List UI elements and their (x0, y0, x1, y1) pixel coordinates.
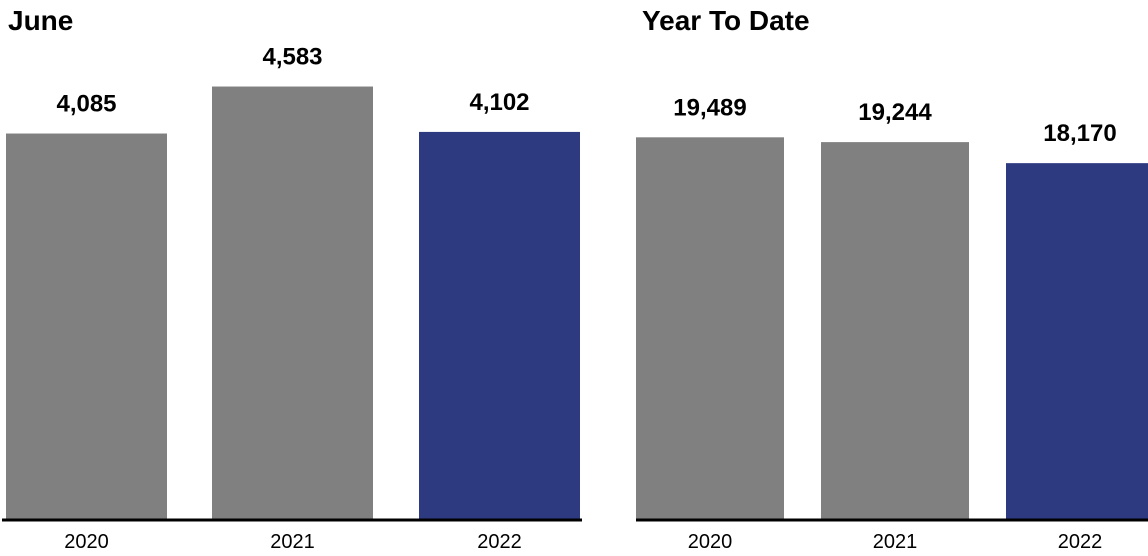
x-tick-label-year-to-date-2021: 2021 (873, 531, 918, 553)
bar-june-2021 (212, 86, 373, 519)
data-label-year-to-date-2021: 19,244 (858, 99, 932, 126)
data-label-june-2021: 4,583 (262, 44, 322, 71)
data-label-year-to-date-2022: 18,170 (1043, 120, 1116, 147)
chart-title-june: June (8, 5, 73, 36)
x-tick-label-june-2022: 2022 (477, 531, 522, 553)
bar-year-to-date-2021 (821, 142, 969, 519)
chart-title-year-to-date: Year To Date (642, 5, 810, 36)
data-label-june-2020: 4,085 (56, 91, 116, 118)
chart-june: June 4,085 2020 4,583 2021 4,102 2022 (2, 5, 582, 553)
chart-year-to-date: Year To Date 19,489 2020 19,244 2021 18,170 2… (636, 5, 1148, 553)
bar-year-to-date-2020 (636, 137, 784, 520)
x-tick-label-year-to-date-2022: 2022 (1058, 531, 1103, 553)
bars-year-to-date: 19,489 2020 19,244 2021 18,170 2022 (636, 94, 1148, 553)
x-tick-label-year-to-date-2020: 2020 (688, 531, 733, 553)
data-label-june-2022: 4,102 (469, 89, 529, 116)
bar-year-to-date-2022 (1006, 163, 1148, 519)
x-tick-label-june-2020: 2020 (64, 531, 109, 553)
bar-june-2020 (6, 133, 167, 520)
x-tick-label-june-2021: 2021 (270, 531, 315, 553)
data-label-year-to-date-2020: 19,489 (673, 94, 746, 121)
bars-june: 4,085 2020 4,583 2021 4,102 2022 (6, 44, 580, 553)
bar-june-2022 (419, 131, 580, 520)
